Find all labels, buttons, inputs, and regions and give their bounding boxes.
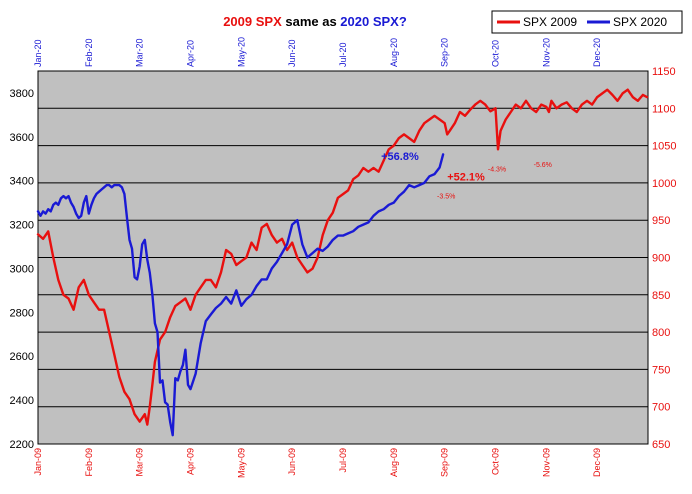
y-right-tick-label: 650 [652,439,670,451]
y-right-tick-label: 950 [652,215,670,227]
y-right-tick-label: 1100 [652,103,676,115]
title-part-2009: 2009 SPX [223,14,282,29]
x-top-tick-label: May-20 [236,37,246,67]
x-top-tick-label: Nov-20 [541,38,551,67]
x-bottom-tick-label: Feb-09 [84,448,94,477]
y-left-tick-label: 2600 [10,351,34,363]
y-right-tick-label: 900 [652,253,670,265]
title-part-2020: 2020 SPX? [340,14,407,29]
y-left-tick-label: 3600 [10,132,34,144]
x-bottom-tick-label: Jan-09 [33,448,43,476]
x-top-tick-label: Mar-20 [135,38,145,67]
annotation-label: +52.1% [447,172,485,184]
x-bottom-tick-label: Jun-09 [287,448,297,476]
x-top-tick-label: Sep-20 [440,38,450,67]
grid-lines [38,107,648,408]
x-top-tick-label: Apr-20 [186,40,196,67]
plot-border [37,70,649,445]
right-axis-ticks: 650 700 750 800 850 900 950 1000 1050 1100 1150 [652,66,676,451]
title-part-middle: same as [282,14,341,29]
x-bottom-tick-label: Mar-09 [135,448,145,477]
y-left-tick-label: 3400 [10,176,34,188]
x-top-tick-label: Feb-20 [84,38,94,67]
y-left-tick-label: 2400 [10,395,34,407]
annotation-label: -5.6% [534,162,552,169]
annotation-label: -4.3% [488,167,506,174]
x-top-tick-label: Dec-20 [592,38,602,67]
x-top-tick-label: Oct-20 [491,40,501,67]
legend-label-2009: SPX 2009 [523,15,577,29]
y-left-tick-label: 3000 [10,263,34,275]
y-right-tick-label: 700 [652,402,670,414]
series-line-spx-2020 [36,153,445,437]
legend-label-2020: SPX 2020 [613,15,667,29]
left-axis-ticks: 2200 2400 2600 2800 3000 3200 3400 3600 3800 [10,88,34,451]
chart-title: 2009 SPX same as 2020 SPX? [223,14,407,29]
annotation-label: -3.5% [437,194,455,201]
y-right-tick-label: 1150 [652,66,676,78]
x-top-tick-label: Jan-20 [33,39,43,67]
x-top-tick-label: Aug-20 [389,38,399,67]
y-right-tick-label: 800 [652,327,670,339]
x-bottom-tick-label: Dec-09 [592,448,602,477]
x-bottom-tick-label: Apr-09 [186,448,196,475]
y-left-tick-label: 3200 [10,220,34,232]
x-bottom-tick-label: Jul-09 [338,448,348,473]
top-axis-ticks: Jan-20 Feb-20 Mar-20 Apr-20 May-20 Jun-20 Jul-… [33,37,602,67]
y-left-tick-label: 3800 [10,88,34,100]
series-layer [36,88,649,437]
series-line-spx-2009 [36,88,649,426]
x-bottom-tick-label: May-09 [236,448,246,478]
annotation-layer: +52.1% -3.5% -4.3% -5.6% +56.8% [381,151,552,201]
x-bottom-tick-label: Nov-09 [541,448,551,477]
x-bottom-tick-label: Sep-09 [440,448,450,477]
bottom-axis-ticks: Jan-09 Feb-09 Mar-09 Apr-09 May-09 Jun-09 Jul-… [33,448,602,478]
y-right-tick-label: 850 [652,290,670,302]
x-top-tick-label: Jun-20 [287,39,297,67]
x-bottom-tick-label: Aug-09 [389,448,399,477]
y-right-tick-label: 750 [652,364,670,376]
x-top-tick-label: Jul-20 [338,42,348,67]
y-left-tick-label: 2200 [10,439,34,451]
y-right-tick-label: 1000 [652,178,676,190]
y-right-tick-label: 1050 [652,141,676,153]
x-bottom-tick-label: Oct-09 [491,448,501,475]
annotation-label: +56.8% [381,151,419,163]
y-left-tick-label: 2800 [10,307,34,319]
legend: SPX 2009 SPX 2020 [491,10,683,34]
